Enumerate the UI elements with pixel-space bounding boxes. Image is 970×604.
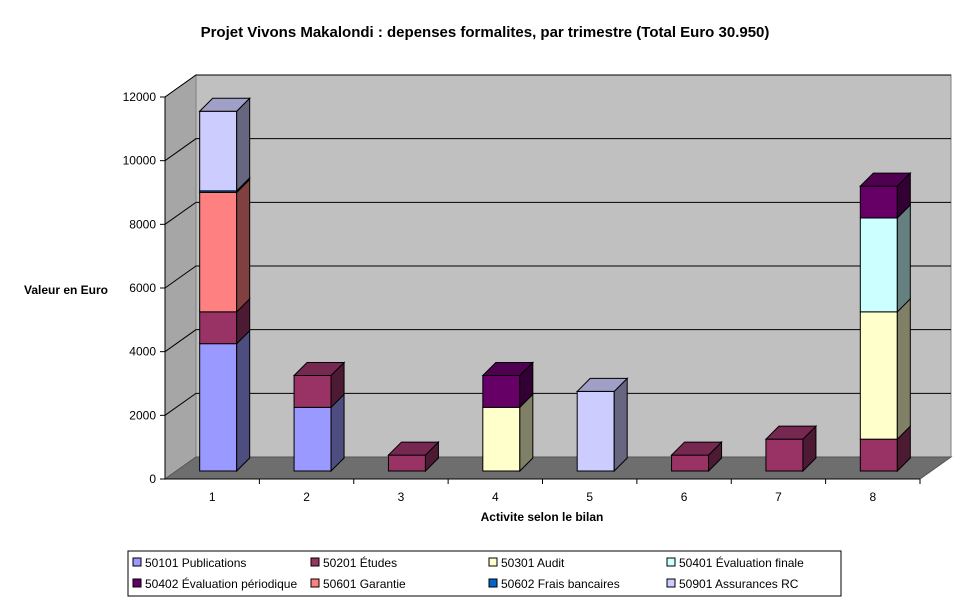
bar-side <box>236 329 251 473</box>
bar-top <box>575 377 629 392</box>
bar-front <box>765 438 804 472</box>
bar-front <box>859 311 898 440</box>
legend-swatch <box>310 557 320 567</box>
gridline <box>164 329 951 353</box>
bar-front <box>482 375 521 408</box>
legend-swatch <box>132 578 142 588</box>
y-tick-label: 2000 <box>129 408 156 422</box>
legend-swatch <box>132 557 142 567</box>
y-tick-label: 6000 <box>129 281 156 295</box>
y-tick-label: 4000 <box>129 345 156 359</box>
bar-segment <box>482 361 534 409</box>
gridline <box>164 138 951 162</box>
bar-top <box>859 172 912 187</box>
legend-item: 50602 Frais bancaires <box>488 577 620 591</box>
x-axis-title: Activite selon le bilan <box>481 510 604 524</box>
gridline <box>164 201 951 225</box>
x-tick-label: 8 <box>869 490 876 504</box>
bar-segment <box>859 203 911 314</box>
bar-top <box>387 441 440 456</box>
bar-segment <box>859 171 911 220</box>
legend-label: 50401 Évaluation finale <box>679 555 804 570</box>
legend-swatch <box>310 578 320 588</box>
legend-label: 50901 Assurances RC <box>679 577 799 591</box>
bar-segment <box>199 178 251 314</box>
legend-swatch <box>666 557 676 567</box>
legend-swatch <box>666 578 676 588</box>
legend-label: 50601 Garantie <box>323 577 406 591</box>
bar-top <box>670 441 723 456</box>
bar-top <box>481 362 535 376</box>
legend-label: 50402 Évaluation périodique <box>145 576 297 591</box>
bar-side <box>236 178 251 314</box>
gridline <box>164 392 951 416</box>
bar-segment <box>482 393 534 473</box>
legend: 50101 Publications 50201 Études 50301 Audi… <box>127 550 842 597</box>
bar-front <box>199 343 238 472</box>
bar-side <box>896 297 911 441</box>
legend-box <box>127 550 842 597</box>
bar-segment <box>293 393 345 473</box>
chart-title: Projet Vivons Makalondi : depenses forma… <box>201 24 770 41</box>
bar-side <box>236 97 251 193</box>
legend-label: 50301 Audit <box>501 556 565 570</box>
bar-segment <box>199 329 251 473</box>
x-tick-label: 4 <box>492 490 499 504</box>
y-tick-label: 8000 <box>129 217 156 231</box>
legend-item: 50601 Garantie <box>310 577 406 591</box>
x-tick-label: 5 <box>586 490 593 504</box>
x-tick-label: 2 <box>303 490 310 504</box>
bar-front <box>859 217 898 313</box>
gridline <box>164 265 951 289</box>
bar-front <box>199 191 238 313</box>
x-tick-label: 7 <box>775 490 782 504</box>
legend-swatch <box>488 557 498 567</box>
y-tick-label: 10000 <box>123 154 157 168</box>
bar-front <box>576 390 615 472</box>
bar-front <box>199 311 238 345</box>
x-tick-label: 1 <box>209 490 216 504</box>
bar-segment <box>199 97 251 193</box>
bar-segment <box>765 424 817 473</box>
bar-side <box>896 203 911 314</box>
y-tick-label: 12000 <box>123 90 157 104</box>
legend-label: 50201 Études <box>323 555 397 570</box>
legend-item: 50201 Études <box>310 555 397 570</box>
floor <box>163 456 953 480</box>
x-tick-label: 6 <box>681 490 688 504</box>
bar-front <box>199 110 238 192</box>
bar-top <box>198 97 251 112</box>
legend-label: 50101 Publications <box>145 556 246 570</box>
legend-item: 50301 Audit <box>488 556 565 570</box>
y-tick-label: 0 <box>149 472 156 486</box>
legend-item: 50401 Évaluation finale <box>666 555 804 570</box>
bar-front <box>671 454 710 472</box>
bar-front <box>293 406 332 472</box>
legend-label: 50602 Frais bancaires <box>501 577 620 591</box>
legend-item: 50901 Assurances RC <box>666 577 799 591</box>
bar-segment <box>387 440 439 473</box>
bar-front <box>859 438 898 472</box>
gridline <box>164 74 951 98</box>
bar-front <box>293 375 332 408</box>
bar-segment <box>576 377 628 473</box>
bar-front <box>859 185 898 219</box>
bar-front <box>387 454 426 472</box>
y-axis-title: Valeur en Euro <box>24 283 108 297</box>
legend-item: 50402 Évaluation périodique <box>132 576 297 591</box>
legend-item: 50101 Publications <box>132 556 246 570</box>
bar-top <box>292 362 346 376</box>
bar-front <box>482 406 521 472</box>
bar-side <box>613 377 628 473</box>
bar-segment <box>859 297 911 441</box>
bar-top <box>764 425 818 440</box>
x-tick-label: 3 <box>398 490 405 504</box>
legend-swatch <box>488 578 498 588</box>
